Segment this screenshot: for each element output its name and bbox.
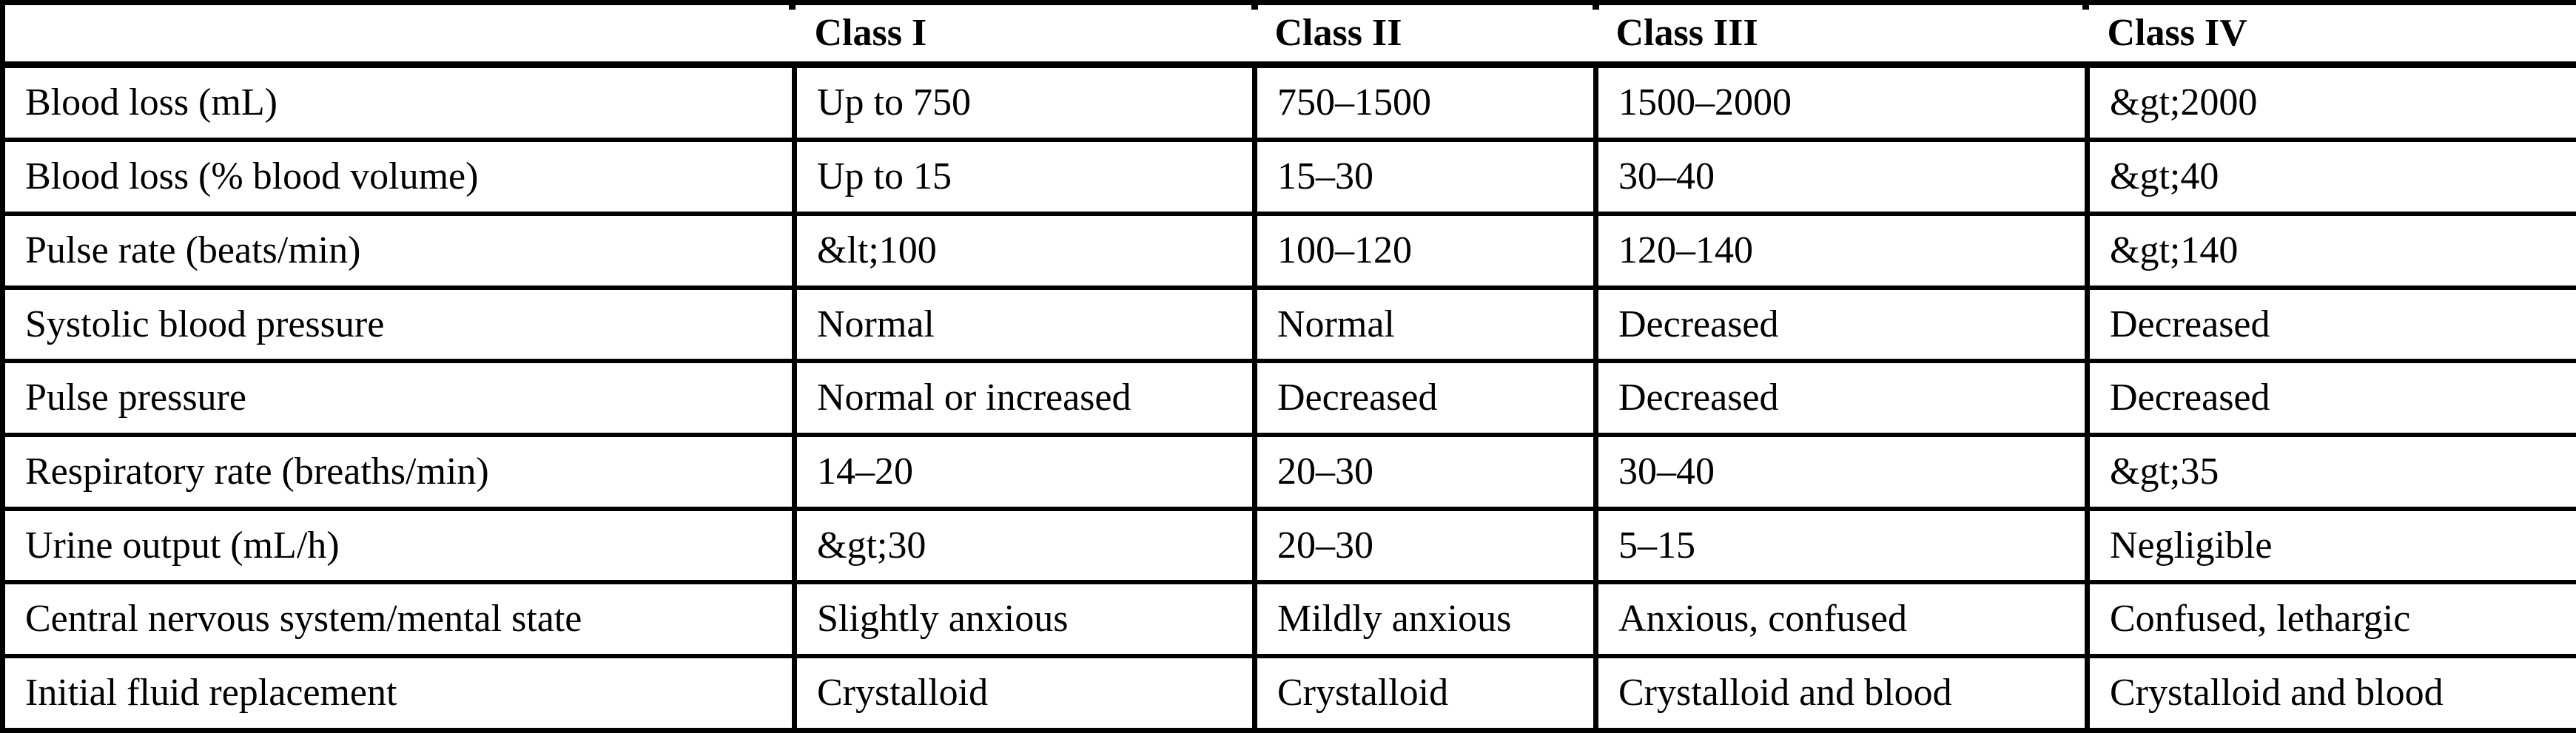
cropped-rule-stub bbox=[789, 0, 796, 10]
row-label-respiratory-rate: Respiratory rate (breaths/min) bbox=[2, 433, 795, 509]
table-cell: &gt;2000 bbox=[2085, 62, 2576, 141]
table-row: Initial fluid replacement Crystalloid Cr… bbox=[2, 654, 2576, 731]
table-cell: 5–15 bbox=[1593, 506, 2088, 583]
table-cell: Decreased bbox=[1593, 285, 2088, 362]
column-header-class-4: Class IV bbox=[2087, 2, 2576, 68]
table-cell: Decreased bbox=[1252, 359, 1596, 436]
cropped-rule-stub bbox=[1593, 0, 1599, 10]
table-row: Systolic blood pressure Normal Normal De… bbox=[2, 285, 2576, 362]
column-header-class-1: Class I bbox=[794, 2, 1255, 68]
table-cell: &gt;40 bbox=[2085, 138, 2576, 215]
table-cell: &lt;100 bbox=[792, 212, 1255, 288]
table-cell: 30–40 bbox=[1593, 433, 2088, 509]
table-cell: Anxious, confused bbox=[1593, 580, 2088, 657]
table-cell: &gt;30 bbox=[792, 506, 1255, 583]
column-header-class-3: Class III bbox=[1595, 2, 2088, 68]
table-cell: Crystalloid bbox=[792, 654, 1255, 731]
table-cell: Normal bbox=[1252, 285, 1596, 362]
cropped-rule-stub bbox=[2082, 0, 2089, 10]
row-label-blood-loss-ml: Blood loss (mL) bbox=[2, 62, 795, 141]
row-label-systolic-bp: Systolic blood pressure bbox=[2, 285, 795, 362]
row-label-urine-output: Urine output (mL/h) bbox=[2, 506, 795, 583]
table-cell: 750–1500 bbox=[1252, 62, 1596, 141]
header-row: Class I Class II Class III Class IV bbox=[2, 2, 2576, 68]
table-row: Central nervous system/mental state Slig… bbox=[2, 580, 2576, 657]
table-cell: 30–40 bbox=[1593, 138, 2088, 215]
table-cell: Normal or increased bbox=[792, 359, 1255, 436]
table-cell: 14–20 bbox=[792, 433, 1255, 509]
table-cell: Decreased bbox=[2085, 285, 2576, 362]
table-cell: Decreased bbox=[1593, 359, 2088, 436]
table-cell: 120–140 bbox=[1593, 212, 2088, 288]
cropped-rule-stub bbox=[1251, 0, 1258, 10]
table-cell: 20–30 bbox=[1252, 506, 1596, 583]
table-cell: Confused, lethargic bbox=[2085, 580, 2576, 657]
table-row: Pulse rate (beats/min) &lt;100 100–120 1… bbox=[2, 212, 2576, 288]
table-cell: Up to 15 bbox=[792, 138, 1255, 215]
table-cell: Crystalloid and blood bbox=[1593, 654, 2088, 731]
table-cell: Crystalloid and blood bbox=[2085, 654, 2576, 731]
table-cell: 20–30 bbox=[1252, 433, 1596, 509]
row-label-initial-fluid-replacement: Initial fluid replacement bbox=[2, 654, 795, 731]
row-label-pulse-rate: Pulse rate (beats/min) bbox=[2, 212, 795, 288]
table-cell: Crystalloid bbox=[1252, 654, 1596, 731]
table-row: Respiratory rate (breaths/min) 14–20 20–… bbox=[2, 433, 2576, 509]
row-label-cns-mental-state: Central nervous system/mental state bbox=[2, 580, 795, 657]
table-cell: Normal bbox=[792, 285, 1255, 362]
table-row: Blood loss (mL) Up to 750 750–1500 1500–… bbox=[2, 62, 2576, 141]
table-cell: 1500–2000 bbox=[1593, 62, 2088, 141]
row-label-blood-loss-percent: Blood loss (% blood volume) bbox=[2, 138, 795, 215]
table-cell: Negligible bbox=[2085, 506, 2576, 583]
column-header-class-2: Class II bbox=[1254, 2, 1596, 68]
table-cell: &gt;35 bbox=[2085, 433, 2576, 509]
table-cell: Mildly anxious bbox=[1252, 580, 1596, 657]
table-cell: 15–30 bbox=[1252, 138, 1596, 215]
table-cell: &gt;140 bbox=[2085, 212, 2576, 288]
table-cell: 100–120 bbox=[1252, 212, 1596, 288]
table-row: Urine output (mL/h) &gt;30 20–30 5–15 Ne… bbox=[2, 506, 2576, 583]
table-row: Pulse pressure Normal or increased Decre… bbox=[2, 359, 2576, 436]
corner-cell bbox=[2, 2, 795, 68]
table-cell: Up to 750 bbox=[792, 62, 1255, 141]
table-row: Blood loss (% blood volume) Up to 15 15–… bbox=[2, 138, 2576, 215]
row-label-pulse-pressure: Pulse pressure bbox=[2, 359, 795, 436]
table-cell: Slightly anxious bbox=[792, 580, 1255, 657]
table-cell: Decreased bbox=[2085, 359, 2576, 436]
